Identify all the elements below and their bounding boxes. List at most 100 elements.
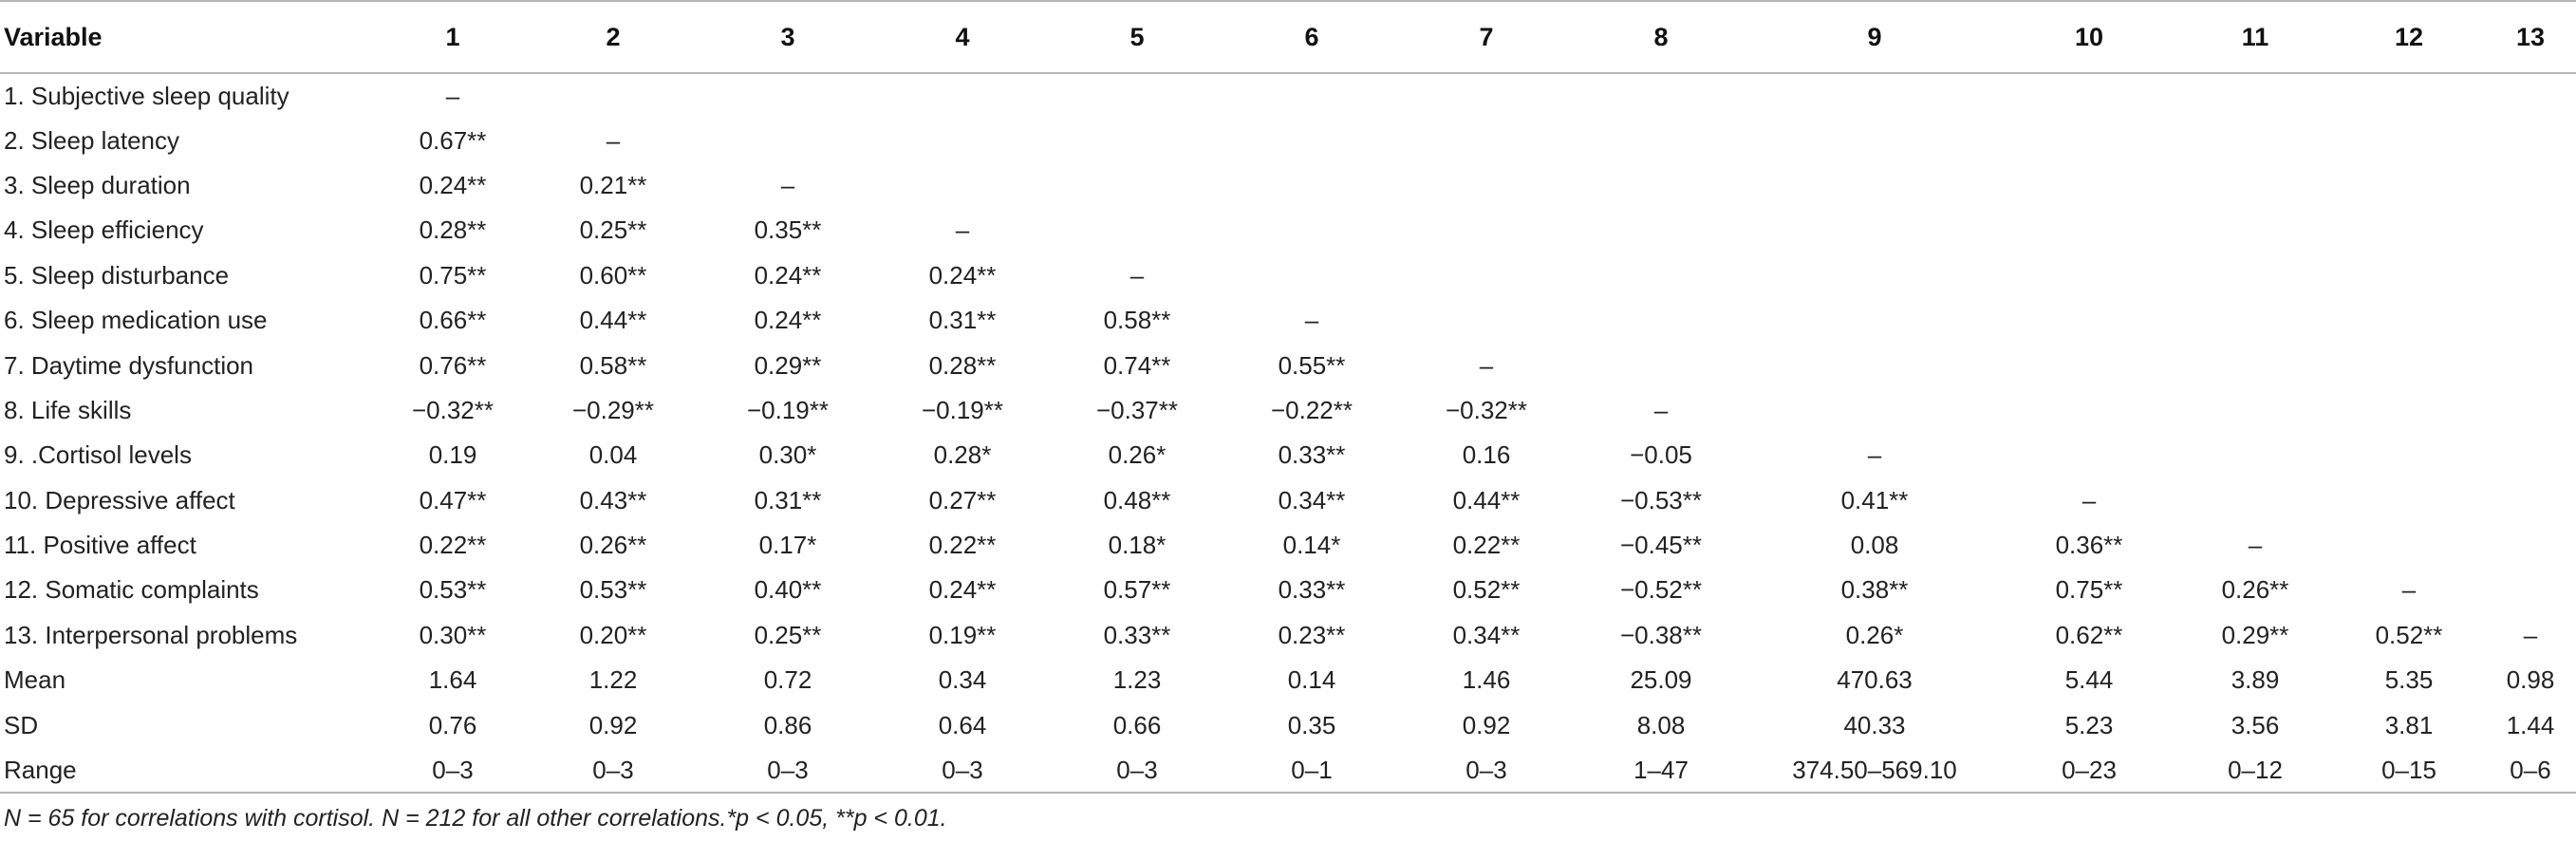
table-row: Range 0–3 0–3 0–3 0–3 0–3 0–1 0–3 1–47 374.50–569… — [0, 747, 2576, 795]
table-cell — [2177, 343, 2333, 387]
table-cell — [2485, 208, 2576, 252]
column-header-5: 5 — [1050, 0, 1224, 74]
table-cell: 0.18* — [1108, 531, 1167, 560]
table-cell: 0.60** — [579, 260, 647, 290]
table-cell — [2001, 298, 2177, 343]
table-cell — [2001, 388, 2177, 433]
table-cell — [2001, 73, 2177, 118]
table-cell: 3.56 — [2231, 710, 2280, 739]
table-cell: 0.92 — [1462, 710, 1511, 739]
row-label: 6. Sleep medication use — [4, 306, 268, 335]
table-cell — [1224, 73, 1399, 118]
table-cell: 0.29** — [2221, 620, 2289, 649]
table-cell: 0.48** — [1103, 485, 1171, 514]
table-cell: 0.24** — [928, 575, 997, 605]
column-header-4: 4 — [875, 0, 1050, 74]
table-cell: 0.52** — [1452, 575, 1521, 605]
table-cell — [1399, 73, 1574, 118]
table-cell — [2177, 118, 2333, 162]
table-cell: 0.19** — [928, 620, 997, 649]
table-cell: 0.34** — [1278, 485, 1346, 514]
table-cell: – — [1867, 440, 1882, 470]
table-cell — [2485, 253, 2576, 298]
table-cell — [2001, 433, 2177, 477]
table-cell: 0.66** — [419, 306, 487, 335]
table-row: 1. Subjective sleep quality – — [0, 73, 2576, 118]
column-header-8: 8 — [1574, 0, 1748, 74]
table-cell — [1574, 73, 1748, 118]
table-cell: 0–1 — [1224, 747, 1399, 795]
table-cell — [526, 73, 700, 118]
table-cell — [2485, 163, 2576, 208]
table-cell: 0.24** — [419, 170, 487, 199]
table-cell: 0.22** — [928, 531, 997, 560]
table-cell — [875, 118, 1050, 162]
table-cell: 0.52** — [2375, 620, 2443, 649]
table-cell — [2333, 253, 2485, 298]
table-cell — [2001, 343, 2177, 387]
table-cell: 0.21** — [579, 170, 647, 199]
table-cell: – — [1479, 350, 1494, 380]
row-label: 10. Depressive affect — [4, 485, 235, 514]
table-cell: 0.27** — [928, 485, 997, 514]
table-cell: 0.26** — [579, 531, 647, 560]
table-cell: – — [2523, 620, 2538, 649]
table-cell — [1574, 208, 1748, 252]
table-cell: 3.89 — [2231, 665, 2280, 695]
table-cell: 0.35** — [754, 215, 822, 245]
table-row: 5. Sleep disturbance 0.75** 0.60** 0.24** 0.… — [0, 253, 2576, 298]
table-cell: 0.24** — [754, 260, 822, 290]
table-cell: – — [2401, 575, 2417, 605]
table-cell: 374.50–569.10 — [1748, 747, 2001, 795]
table-cell: 0.43** — [579, 485, 647, 514]
table-cell: 0.38** — [1840, 575, 1909, 605]
table-cell — [2333, 163, 2485, 208]
table-cell: −0.32** — [411, 395, 495, 424]
row-label: SD — [4, 710, 39, 739]
table-cell: 0.72 — [763, 665, 812, 695]
table-cell: 5.23 — [2064, 710, 2114, 739]
table-cell: 0.41** — [1840, 485, 1909, 514]
table-cell — [2001, 118, 2177, 162]
table-cell: 0.14* — [1282, 531, 1341, 560]
row-label: 11. Positive affect — [4, 531, 196, 560]
table-cell: 5.35 — [2384, 665, 2434, 695]
row-label: 3. Sleep duration — [4, 170, 191, 199]
table-cell: 0–12 — [2177, 747, 2333, 795]
table-cell: 0.14 — [1287, 665, 1336, 695]
table-row: SD 0.76 0.92 0.86 0.64 0.66 0.35 0.92 8.08 40.33 5… — [0, 702, 2576, 747]
table-cell: 0–15 — [2333, 747, 2485, 795]
table-cell — [1748, 208, 2001, 252]
table-cell: 0.44** — [579, 306, 647, 335]
column-header-11: 11 — [2177, 0, 2333, 74]
table-cell: 0.47** — [419, 485, 487, 514]
row-label: Range — [0, 747, 380, 795]
table-cell: 0.16 — [1462, 440, 1511, 470]
row-label: 5. Sleep disturbance — [4, 260, 230, 290]
table-cell — [2333, 433, 2485, 477]
table-cell: 0–6 — [2485, 747, 2576, 795]
table-cell: – — [445, 81, 460, 110]
table-cell: 0.75** — [419, 260, 487, 290]
table-cell — [1748, 118, 2001, 162]
table-cell — [1748, 163, 2001, 208]
table-cell: 0.44** — [1452, 485, 1521, 514]
table-row: 8. Life skills −0.32** −0.29** −0.19** −0.19… — [0, 388, 2576, 433]
table-cell — [2177, 298, 2333, 343]
table-cell: – — [955, 215, 970, 245]
table-cell: 0.36** — [2055, 531, 2123, 560]
table-cell — [2333, 298, 2485, 343]
table-cell: 0.24** — [754, 306, 822, 335]
table-cell: 0.26** — [2221, 575, 2289, 605]
table-cell — [2485, 343, 2576, 387]
table-cell: 0.75** — [2055, 575, 2123, 605]
table-cell — [1574, 163, 1748, 208]
table-cell: −0.53** — [1619, 485, 1703, 514]
table-cell — [2177, 433, 2333, 477]
table-footnote: N = 65 for correlations with cortisol. N… — [4, 805, 947, 832]
table-cell — [1399, 208, 1574, 252]
table-cell: 0.57** — [1103, 575, 1171, 605]
table-cell: 0.23** — [1278, 620, 1346, 649]
table-row: 7. Daytime dysfunction 0.76** 0.58** 0.29**… — [0, 343, 2576, 387]
table-row: 10. Depressive affect 0.47** 0.43** 0.31** 0… — [0, 478, 2576, 523]
